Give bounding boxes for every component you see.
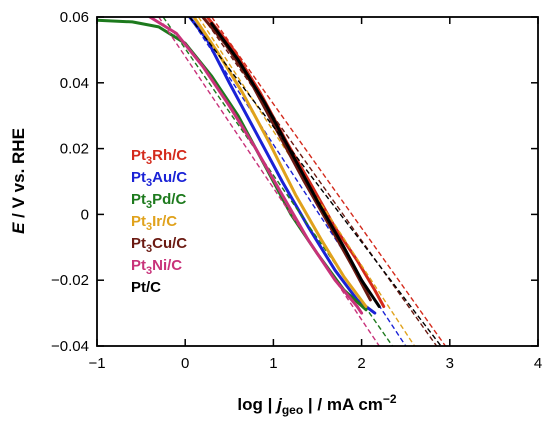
y-tick-label: −0.04 xyxy=(51,338,89,355)
legend-entry-1: Pt3Au/C xyxy=(131,169,187,189)
legend-entry-2: Pt3Pd/C xyxy=(131,191,186,211)
tafel-fit-line-2 xyxy=(162,17,394,346)
x-tick-label: 2 xyxy=(357,355,365,372)
y-tick-label: 0.06 xyxy=(60,9,89,26)
tafel-fit-line-4 xyxy=(202,17,438,346)
series-curve-5 xyxy=(148,17,364,315)
legend-entry-3: Pt3Ir/C xyxy=(131,213,177,233)
plot-frame xyxy=(96,16,539,347)
x-tick-label: 4 xyxy=(534,355,542,372)
legend-entry-5: Pt3Ni/C xyxy=(131,257,182,277)
series-curve-4 xyxy=(201,17,372,302)
legend-entry-4: Pt3Cu/C xyxy=(131,235,187,255)
tafel-fit-line-0 xyxy=(211,17,446,346)
x-tick-label: 0 xyxy=(181,355,189,372)
y-axis-title: E / V vs. RHE xyxy=(9,128,28,234)
series-curve-6 xyxy=(210,22,381,308)
tafel-fit-line-5 xyxy=(158,17,380,346)
series-layer xyxy=(97,17,446,346)
legend-entry-0: Pt3Rh/C xyxy=(131,147,187,167)
legend-entry-6: Pt/C xyxy=(131,279,161,296)
y-tick-label: 0.02 xyxy=(60,141,89,158)
axis-ticks: −1 0 1 2 3 4 −0.04 −0.02 0 0.02 0.04 0.06 xyxy=(51,9,542,372)
y-tick-label: 0.04 xyxy=(60,75,89,92)
x-tick-label: 1 xyxy=(269,355,277,372)
tafel-fit-line-6 xyxy=(189,17,442,346)
y-tick-label: 0 xyxy=(81,206,89,223)
x-tick-label: −1 xyxy=(88,355,105,372)
series-curve-1 xyxy=(188,17,377,315)
x-axis-title: log | jgeo | / mA cm−2 xyxy=(237,392,397,417)
series-curve-3 xyxy=(192,17,368,308)
y-tick-label: −0.02 xyxy=(51,272,89,289)
x-tick-label: 3 xyxy=(446,355,454,372)
legend: Pt3Rh/CPt3Au/CPt3Pd/CPt3Ir/CPt3Cu/CPt3Ni… xyxy=(131,147,187,296)
